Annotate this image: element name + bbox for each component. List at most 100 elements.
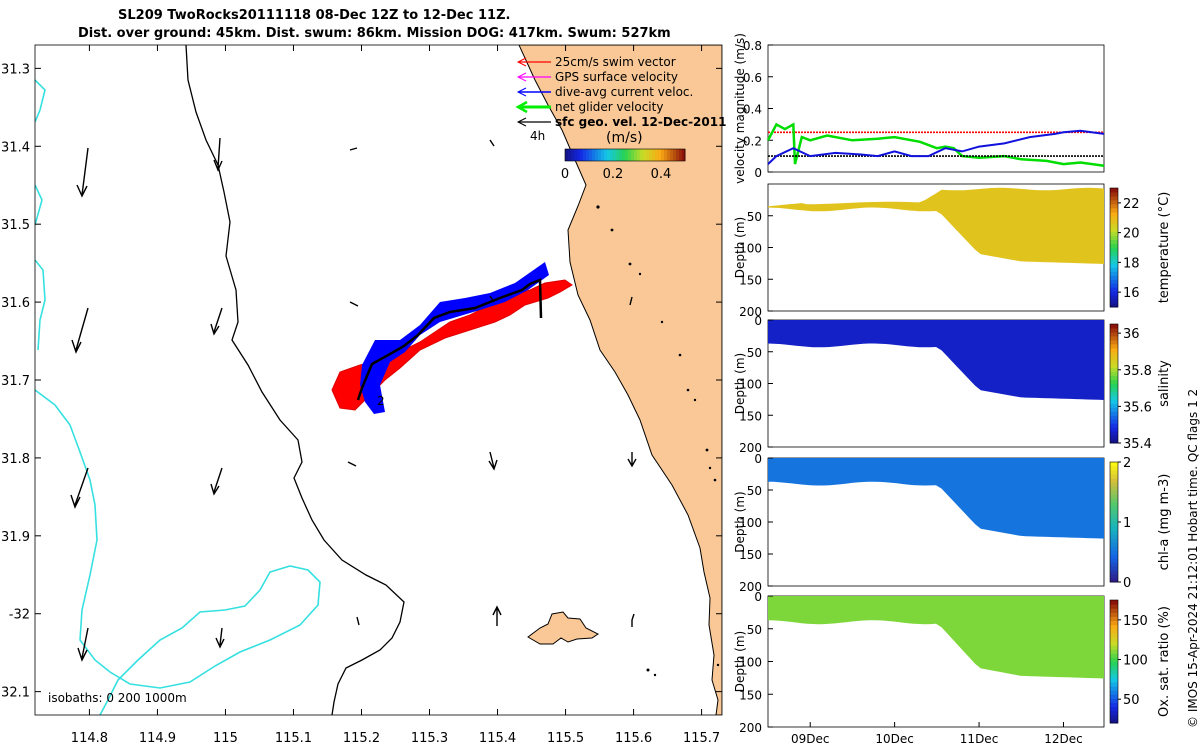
colorbar-swatch: [679, 149, 683, 161]
heatmap-colorbar-swatch: [1110, 632, 1118, 638]
heatmap-colorbar-swatch: [1110, 203, 1118, 209]
heatmap-y-label: Depth (m): [733, 491, 747, 552]
heatmap-colorbar-swatch: [1110, 486, 1118, 491]
heatmap-colorbar-swatch: [1110, 466, 1118, 471]
heatmap-colorbar-tick-label: 50: [1123, 693, 1140, 708]
map-y-tick-label: 31.6: [1, 296, 30, 311]
heatmap-colorbar-swatch: [1110, 407, 1118, 412]
heatmap-colorbar-label: temperature (°C): [1157, 192, 1172, 304]
heatmap-colorbar-swatch: [1110, 624, 1118, 630]
heatmap-colorbar-swatch: [1110, 251, 1118, 256]
colorbar-swatch: [565, 149, 569, 161]
heatmap-colorbar-swatch: [1110, 710, 1118, 716]
heatmap-colorbar-swatch: [1110, 263, 1118, 268]
heatmap-colorbar-swatch: [1110, 324, 1118, 329]
heatmap-colorbar-swatch: [1110, 363, 1118, 369]
heatmap-colorbar-tick-label: 2: [1123, 456, 1131, 471]
velocity-y-tick-label: 0: [754, 166, 762, 180]
isobath-200m-west: [35, 79, 321, 715]
heatmap-colorbar-tick-label: 36: [1123, 327, 1140, 342]
heatmap-colorbar-swatch: [1110, 645, 1118, 650]
heatmap-colorbar-swatch: [1110, 686, 1118, 691]
heatmap-colorbar-frame: [1109, 599, 1119, 724]
current-vector-band: [360, 262, 549, 414]
legend-net: net glider velocity: [555, 100, 663, 114]
heatmap-colorbar-swatch: [1110, 718, 1118, 724]
heatmap-colorbar-swatch: [1110, 279, 1118, 284]
colorbar-tick-label: 0.2: [603, 167, 624, 182]
heatmap-colorbar-swatch: [1110, 661, 1118, 667]
heatmap-colorbar-swatch: [1110, 303, 1118, 308]
heatmap-colorbar-swatch: [1110, 431, 1118, 436]
heatmap-body: [768, 596, 1104, 679]
heatmap-y-tick-label: 150: [739, 688, 762, 702]
colorbar-swatch: [676, 149, 680, 161]
map-y-tick-label: 31.8: [1, 452, 30, 467]
heatmap-colorbar-swatch: [1110, 562, 1118, 567]
heatmap-colorbar-swatch: [1110, 335, 1118, 341]
heatmap-y-tick-label: 200: [739, 305, 762, 319]
colorbar-swatch: [583, 149, 587, 161]
heatmap-colorbar-swatch: [1110, 419, 1118, 424]
heatmap-colorbar-swatch: [1110, 570, 1118, 575]
heatmap-colorbar-swatch: [1110, 435, 1118, 440]
heatmap-colorbar-swatch: [1110, 207, 1118, 213]
heatmap-colorbar-swatch: [1110, 502, 1118, 507]
heatmap-colorbar-swatch: [1110, 195, 1118, 201]
heatmap-colorbar-swatch: [1110, 641, 1118, 646]
map-x-tick-label: 115: [213, 731, 238, 746]
map-x-tick-label: 115.6: [615, 731, 652, 746]
heatmap-colorbar-swatch: [1110, 530, 1118, 535]
heatmap-colorbar-swatch: [1110, 387, 1118, 392]
heatmap-colorbar-swatch: [1110, 542, 1118, 547]
map-y-tick-label: 31.5: [1, 218, 30, 233]
heatmap-colorbar-label: chl-a (mg m-3): [1157, 474, 1172, 571]
heatmap-y-tick-label: 150: [739, 273, 762, 287]
heatmap-colorbar-swatch: [1110, 343, 1118, 349]
heatmap-colorbar-swatch: [1110, 439, 1118, 444]
colorbar-label: (m/s): [606, 130, 643, 146]
heatmap-colorbar-tick-label: 35.4: [1123, 437, 1152, 452]
heatmap-colorbar-swatch: [1110, 474, 1118, 479]
map-x-axis: 114.8 114.9 115 115.1 115.2 115.3 115.4 115.5 11…: [71, 45, 720, 746]
legend-sfc-geo: sfc geo. vel. 12-Dec-2011: [555, 115, 726, 129]
map-y-tick-label: 31.7: [1, 374, 30, 389]
legend-hour-mark: 4h: [530, 129, 545, 143]
velocity-frame: [767, 44, 1105, 173]
heatmap-colorbar-swatch: [1110, 283, 1118, 288]
velocity-series-line: [766, 122, 1105, 167]
heatmap-colorbar-swatch: [1110, 211, 1118, 217]
colorbar-tick-label: 0.4: [651, 167, 672, 182]
heatmap-colorbar-swatch: [1110, 215, 1118, 221]
colorbar-swatch: [619, 149, 623, 161]
heatmap-colorbar-swatch: [1110, 331, 1118, 337]
colorbar-swatch: [670, 149, 674, 161]
heatmap-colorbar-swatch: [1110, 275, 1118, 280]
heatmap-colorbar-swatch: [1110, 223, 1118, 229]
glider-track: [356, 278, 543, 401]
heatmap-colorbar-label: Ox. sat. ratio (%): [1157, 606, 1172, 717]
velocity-y-tick-label: 0.2: [743, 134, 762, 148]
heatmap-colorbar-swatch: [1110, 534, 1118, 539]
heatmap-colorbar-swatch: [1110, 375, 1118, 381]
heatmap-y-tick-label: 200: [739, 721, 762, 735]
colorbar-swatch: [643, 149, 647, 161]
heatmap-colorbar-swatch: [1110, 359, 1118, 365]
heatmap-colorbar-swatch: [1110, 574, 1118, 579]
colorbar-frame: [564, 148, 686, 162]
heatmap-colorbar-swatch: [1110, 355, 1118, 361]
title-line-1: SL209 TwoRocks20111118 08-Dec 12Z to 12-…: [118, 8, 511, 23]
heatmap-colorbar-swatch: [1110, 653, 1118, 658]
heatmap-y-tick-label: 50: [747, 484, 762, 498]
colorbar-swatch: [607, 149, 611, 161]
heatmap-colorbar-swatch: [1110, 490, 1118, 495]
heatmap-colorbar-label: salinity: [1157, 360, 1172, 407]
heatmap-body: [768, 458, 1104, 539]
map-y-tick-label: -32: [9, 608, 30, 623]
heatmap-colorbar-tick-label: 35.8: [1123, 364, 1152, 379]
isobath-0m: [185, 45, 405, 715]
heatmap-colorbar-swatch: [1110, 271, 1118, 276]
colorbar-swatch: [574, 149, 578, 161]
map-x-tick-label: 114.9: [139, 731, 176, 746]
